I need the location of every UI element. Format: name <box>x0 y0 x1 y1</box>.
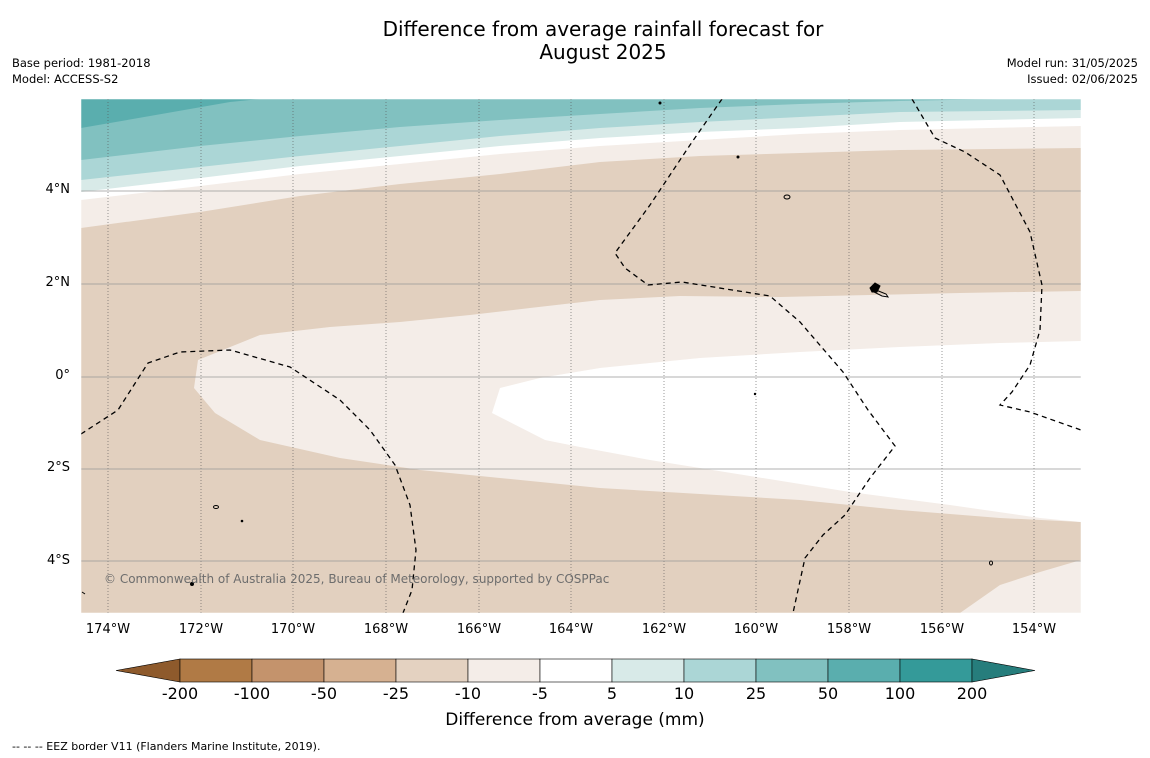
colorbar-swatch <box>899 658 973 683</box>
colorbar-swatch <box>611 658 685 683</box>
map-frame <box>80 98 1082 614</box>
band-neutral-equator <box>492 341 1081 522</box>
colorbar-swatch <box>179 658 253 683</box>
lon-label-168w: 168°W <box>363 622 409 637</box>
lon-label-174w: 174°W <box>85 622 131 637</box>
colorbar-tick: -25 <box>382 684 410 703</box>
colorbar-swatch <box>395 658 469 683</box>
colorbar-swatch <box>467 658 541 683</box>
colorbar-swatch <box>539 658 613 683</box>
band-50-100 <box>81 99 260 128</box>
lat-label-4n: 4°N <box>45 182 71 197</box>
colorbar-tick: -100 <box>233 684 271 703</box>
contour-layer <box>81 99 1081 613</box>
lat-label-2s: 2°S <box>46 460 70 475</box>
model-run-date: Model run: 31/05/2025 <box>1006 56 1138 70</box>
lat-label-2n: 2°N <box>45 275 71 290</box>
colorbar-tick: -5 <box>532 684 548 703</box>
colorbar <box>115 658 1036 683</box>
islands <box>81 101 993 595</box>
band-minus5-minus10-southeast <box>960 560 1081 613</box>
lon-label-172w: 172°W <box>178 622 224 637</box>
lon-label-170w: 170°W <box>270 622 316 637</box>
eez-footnote: -- -- -- EEZ border V11 (Flanders Marine… <box>12 740 321 753</box>
colorbar-tick: 5 <box>606 684 618 703</box>
run-info: Model run: 31/05/2025 Issued: 02/06/2025 <box>1007 55 1138 87</box>
model-info: Base period: 1981-2018 Model: ACCESS-S2 <box>12 55 151 87</box>
lon-label-162w: 162°W <box>641 622 687 637</box>
colorbar-tick: 25 <box>745 684 767 703</box>
issued-date: Issued: 02/06/2025 <box>1027 72 1138 86</box>
lon-label-164w: 164°W <box>548 622 594 637</box>
colorbar-extend-high <box>971 658 1036 683</box>
colorbar-tick: -50 <box>310 684 338 703</box>
colorbar-label: Difference from average (mm) <box>445 710 705 730</box>
lat-label-0: 0° <box>55 368 70 383</box>
colorbar-tick: 200 <box>956 684 988 703</box>
colorbar-tick: -200 <box>161 684 199 703</box>
lon-label-158w: 158°W <box>826 622 872 637</box>
colorbar-tick: 10 <box>673 684 695 703</box>
model-name: Model: ACCESS-S2 <box>12 72 119 86</box>
title-line-2: August 2025 <box>539 40 667 64</box>
eez-borders <box>81 99 1081 613</box>
band-25-50 <box>81 99 1000 160</box>
lon-label-154w: 154°W <box>1011 622 1057 637</box>
copyright-notice: © Commonwealth of Australia 2025, Bureau… <box>104 572 610 586</box>
lon-label-166w: 166°W <box>456 622 502 637</box>
colorbar-swatch <box>827 658 901 683</box>
colorbar-swatch <box>251 658 325 683</box>
title-line-1: Difference from average rainfall forecas… <box>382 17 824 41</box>
colorbar-tick: 50 <box>817 684 839 703</box>
colorbar-extend-low <box>115 658 181 683</box>
lon-label-160w: 160°W <box>733 622 779 637</box>
colorbar-swatch <box>755 658 829 683</box>
colorbar-tick: 100 <box>884 684 916 703</box>
map-title: Difference from average rainfall forecas… <box>0 18 1150 64</box>
lat-label-4s: 4°S <box>46 553 70 568</box>
base-period: Base period: 1981-2018 <box>12 56 151 70</box>
colorbar-tick: -10 <box>454 684 482 703</box>
colorbar-swatch <box>323 658 397 683</box>
lon-label-156w: 156°W <box>919 622 965 637</box>
colorbar-swatch <box>683 658 757 683</box>
latitude-lines <box>81 190 1081 562</box>
